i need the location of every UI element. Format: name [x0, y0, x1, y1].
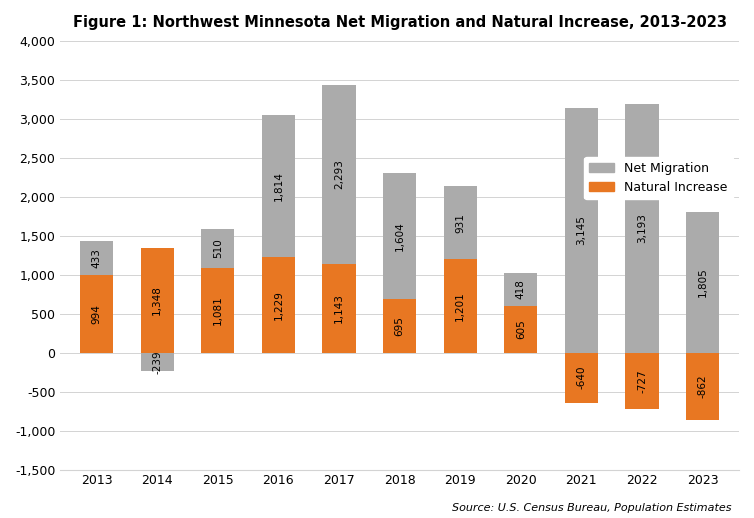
Bar [80, 275, 113, 353]
Bar [80, 241, 113, 275]
Bar [323, 264, 356, 353]
Bar [565, 353, 598, 402]
Bar [625, 353, 659, 409]
Legend: Net Migration, Natural Increase: Net Migration, Natural Increase [584, 157, 733, 199]
Bar [383, 298, 416, 353]
Bar [443, 259, 477, 353]
Text: 1,229: 1,229 [274, 290, 284, 320]
Bar [262, 257, 295, 353]
Text: 3,193: 3,193 [637, 213, 647, 243]
Text: 2,293: 2,293 [334, 159, 344, 189]
Text: 1,143: 1,143 [334, 293, 344, 323]
Text: 931: 931 [455, 213, 465, 233]
Text: 1,081: 1,081 [213, 296, 222, 325]
Bar [383, 174, 416, 298]
Text: 3,145: 3,145 [576, 215, 587, 245]
Bar [504, 273, 538, 306]
Title: Figure 1: Northwest Minnesota Net Migration and Natural Increase, 2013-2023: Figure 1: Northwest Minnesota Net Migrat… [72, 15, 727, 30]
Text: 1,805: 1,805 [697, 267, 708, 297]
Bar [140, 248, 174, 353]
Text: 994: 994 [91, 304, 102, 324]
Text: Source: U.S. Census Bureau, Population Estimates: Source: U.S. Census Bureau, Population E… [452, 503, 731, 513]
Bar [504, 306, 538, 353]
Bar [323, 85, 356, 264]
Bar [443, 186, 477, 259]
Text: -727: -727 [637, 369, 647, 393]
Text: 433: 433 [91, 249, 102, 268]
Text: 1,348: 1,348 [152, 285, 162, 315]
Bar [686, 212, 719, 353]
Text: 510: 510 [213, 239, 222, 258]
Text: -239: -239 [152, 350, 162, 374]
Bar [262, 116, 295, 257]
Text: 1,201: 1,201 [455, 291, 465, 321]
Text: -640: -640 [576, 366, 587, 390]
Bar [140, 353, 174, 371]
Bar [201, 268, 234, 353]
Text: 605: 605 [516, 319, 526, 339]
Text: 1,604: 1,604 [394, 221, 405, 251]
Bar [625, 104, 659, 353]
Bar [565, 108, 598, 353]
Text: -862: -862 [697, 375, 708, 398]
Bar [686, 353, 719, 420]
Bar [201, 228, 234, 268]
Text: 1,814: 1,814 [274, 171, 284, 201]
Text: 695: 695 [394, 315, 405, 336]
Text: 418: 418 [516, 279, 526, 299]
